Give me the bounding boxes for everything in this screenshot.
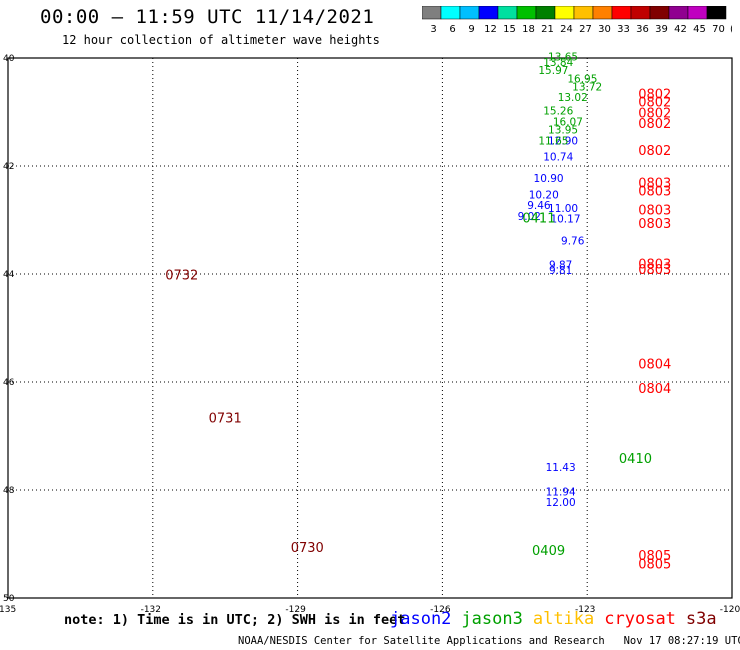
pass-time-label: 0803 — [638, 263, 671, 278]
pass-time-label: 0802 — [638, 88, 671, 103]
pass-time-label: 0804 — [638, 358, 671, 373]
x-tick-label: -123 — [575, 605, 595, 615]
legend-item: jason2 — [390, 609, 452, 629]
pass-time-label: 0802 — [638, 96, 671, 111]
pass-time-label: 0731 — [209, 412, 242, 427]
legend-item: jason3 — [461, 609, 523, 629]
pass-time-label: 0802 — [638, 106, 671, 121]
legend-item: s3a — [685, 609, 717, 629]
x-tick-label: -129 — [285, 605, 306, 615]
wave-height-label: 13.84 — [543, 57, 573, 69]
colorbar-tick-label: 27 — [579, 24, 592, 34]
legend-item: cryosat — [604, 609, 676, 629]
x-tick-label: -126 — [430, 605, 451, 615]
wave-height-label: 9.76 — [561, 235, 585, 247]
y-tick-label: 48 — [3, 486, 15, 496]
wave-height-label: 12.90 — [548, 135, 578, 147]
wave-height-label: 10.74 — [543, 152, 573, 164]
wave-height-label: 10.17 — [550, 214, 580, 226]
chart-subtitle: 12 hour collection of altimeter wave hei… — [62, 33, 380, 47]
colorbar-tick-label: 21 — [541, 24, 554, 34]
wave-height-label: 11.65 — [538, 135, 568, 147]
colorbar-tick-label: 36 — [636, 24, 649, 34]
colorbar-tick-label: 42 — [674, 24, 687, 34]
pass-time-label: 0802 — [638, 144, 671, 159]
colorbar-swatch — [706, 6, 727, 20]
wave-height-label: 13.95 — [548, 125, 578, 137]
wave-height-label: 9.46 — [527, 200, 551, 212]
x-tick-label: -120 — [720, 605, 740, 615]
pass-time-label: 0732 — [165, 268, 198, 283]
colorbar-tick-label: 6 — [449, 24, 455, 34]
legend-item: altika — [532, 609, 595, 629]
pass-time-label: 0805 — [638, 557, 671, 572]
footer-credit: NOAA/NESDIS Center for Satellite Applica… — [238, 635, 740, 647]
wave-height-label: 11.94 — [546, 486, 576, 498]
colorbar-tick-label: 9 — [468, 24, 474, 34]
wave-height-label: 16.07 — [553, 117, 583, 129]
wave-height-label: 9.81 — [549, 265, 572, 277]
wave-height-label: 10.20 — [529, 189, 559, 201]
chart-title: 00:00 — 11:59 UTC 11/14/2021 — [40, 6, 375, 28]
satellite-legend: jason2 jason3 altika cryosat s3a — [390, 609, 727, 629]
wave-height-label: 9.87 — [549, 260, 572, 272]
x-tick-label: -132 — [141, 605, 161, 615]
pass-time-label: 0409 — [532, 544, 565, 559]
wave-height-label: 16.95 — [567, 73, 597, 85]
colorbar-tick-label: 15 — [503, 24, 516, 34]
y-tick-label: 46 — [3, 378, 15, 388]
pass-time-label: 0410 — [619, 452, 652, 467]
y-tick-label: 42 — [3, 162, 14, 172]
colorbar-tick-label: 12 — [484, 24, 497, 34]
footer-note: note: 1) Time is in UTC; 2) SWH is in fe… — [64, 612, 406, 628]
wave-height-label: 15.26 — [543, 106, 573, 118]
wave-height-label: 15.97 — [538, 65, 568, 77]
pass-time-label: 0803 — [638, 258, 671, 273]
pass-time-label: 0803 — [638, 217, 671, 232]
colorbar-tick-label: 33 — [617, 24, 630, 34]
wave-height-label: 11.43 — [546, 462, 576, 474]
colorbar-tick-label: 24 — [560, 24, 573, 34]
colorbar-tick-label: 3 — [430, 24, 436, 34]
wave-height-label: 13.02 — [558, 92, 588, 104]
pass-time-label: 0730 — [291, 541, 324, 556]
colorbar-tick-label: (ft) — [730, 24, 732, 34]
wave-height-label: 11.00 — [548, 203, 578, 215]
colorbar-tick-label: 45 — [693, 24, 706, 34]
pass-time-label: 0411 — [522, 212, 555, 227]
pass-time-label: 0805 — [638, 549, 671, 564]
plot-frame — [7, 57, 733, 599]
wave-height-label: 13.72 — [572, 81, 602, 93]
y-tick-label: 50 — [3, 594, 15, 604]
colorbar-tick-label: 18 — [522, 24, 535, 34]
x-tick-label: -135 — [0, 605, 16, 615]
colorbar-tick-label: 30 — [598, 24, 611, 34]
pass-time-label: 0803 — [638, 177, 671, 192]
pass-time-label: 0803 — [638, 185, 671, 200]
colorbar-tick-label: 70 — [712, 24, 725, 34]
wave-height-label: 13.65 — [548, 52, 578, 64]
pass-time-label: 0804 — [638, 382, 671, 397]
pass-time-label: 0802 — [638, 117, 671, 132]
colorbar-tick-label: 39 — [655, 24, 668, 34]
y-tick-label: 40 — [3, 54, 15, 64]
pass-time-label: 0803 — [638, 204, 671, 219]
wave-height-label: 12.00 — [546, 497, 576, 509]
y-tick-label: 44 — [3, 270, 15, 280]
wave-height-label: 9.02 — [518, 211, 541, 223]
wave-height-label: 10.90 — [534, 173, 564, 185]
